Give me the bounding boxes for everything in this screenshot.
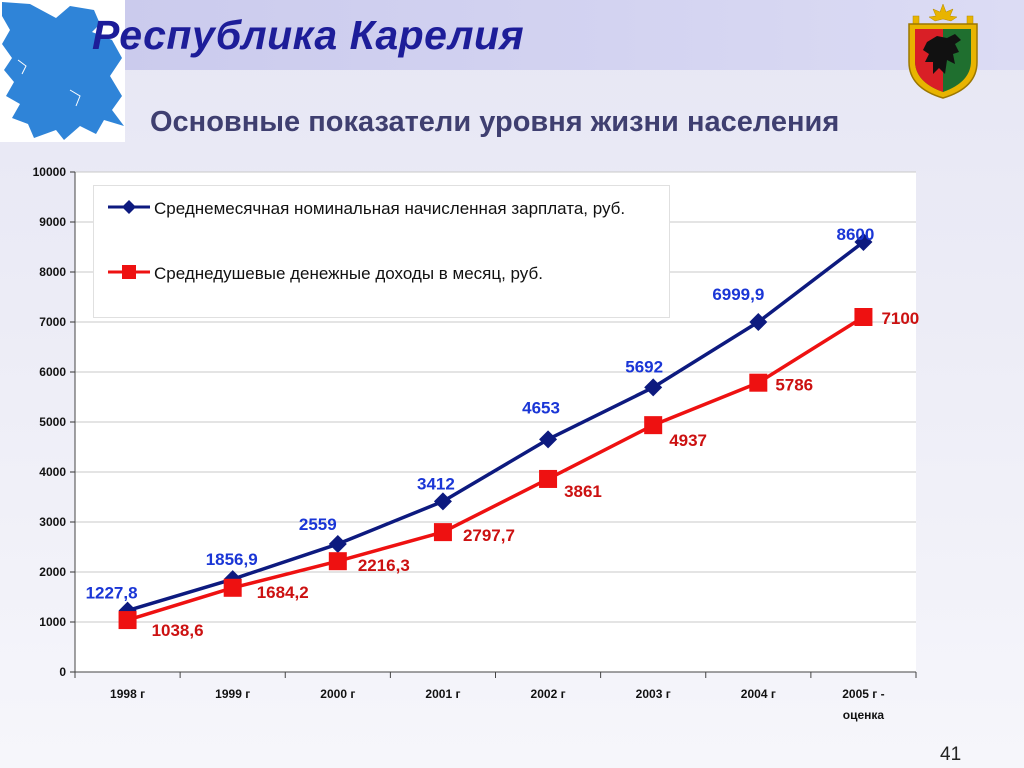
income-point (223, 578, 242, 597)
map-panel (0, 0, 125, 142)
x-tick-label: 2004 г (741, 687, 776, 701)
wage-line (127, 240, 865, 613)
wage-point (854, 233, 873, 251)
y-tick-label: 6000 (39, 365, 66, 379)
wage-data-label: 8600 (837, 225, 875, 244)
chart-subtitle: Основные показатели уровня жизни населен… (150, 106, 840, 138)
wage-data-label: 5692 (625, 357, 663, 376)
x-tick-label: 2000 г (320, 687, 355, 701)
income-data-label: 1038,6 (152, 621, 204, 640)
y-tick-label: 0 (59, 665, 66, 679)
income-data-label: 3861 (564, 482, 602, 501)
x-tick-label: 1998 г (110, 687, 145, 701)
header-band (0, 0, 1024, 70)
income-point (644, 416, 663, 435)
y-tick-label: 9000 (39, 215, 66, 229)
income-data-label: 4937 (669, 431, 707, 450)
wage-data-label: 6999,9 (712, 285, 764, 304)
karelia-map-icon (2, 2, 124, 140)
income-point (854, 308, 873, 326)
y-tick-label: 4000 (39, 465, 66, 479)
x-tick-label: 2003 г (636, 687, 671, 701)
y-tick-label: 5000 (39, 415, 66, 429)
coat-of-arms (903, 2, 983, 100)
wage-point (328, 535, 347, 554)
income-point (433, 523, 452, 542)
legend-label-wage: Среднемесячная номинальная начисленная з… (154, 199, 626, 218)
diamond-marker-icon (108, 200, 150, 214)
income-data-label: 1684,2 (257, 583, 309, 602)
wage-point (644, 378, 663, 397)
wage-data-label: 3412 (417, 474, 455, 493)
karelia-coat-of-arms-icon (908, 3, 978, 99)
income-line (127, 315, 865, 622)
wage-point (749, 313, 768, 332)
legend-item-wage: Среднемесячная номинальная начисленная з… (108, 196, 669, 221)
chart-legend: Среднемесячная номинальная начисленная з… (93, 185, 670, 318)
x-tick-label: 1999 г (215, 687, 250, 701)
x-tick-label: 2005 г -оценка (842, 687, 884, 722)
wage-data-label: 4653 (522, 398, 560, 417)
wage-data-label: 1227,8 (86, 584, 138, 603)
wage-data-label: 1856,9 (206, 550, 258, 569)
wage-point (539, 430, 558, 449)
page-number: 41 (940, 744, 962, 765)
income-data-label: 2216,3 (358, 556, 410, 575)
income-point (118, 611, 137, 630)
y-tick-label: 1000 (39, 615, 66, 629)
y-tick-label: 7000 (39, 315, 66, 329)
square-marker-icon (108, 265, 150, 279)
page-title: Республика Карелия (92, 12, 525, 58)
y-tick-label: 3000 (39, 515, 66, 529)
income-data-label: 5786 (775, 376, 813, 395)
legend-item-income: Среднедушевые денежные доходы в месяц, р… (108, 261, 669, 286)
x-tick-label: 2002 г (531, 687, 566, 701)
income-point (749, 373, 768, 392)
legend-label-income: Среднедушевые денежные доходы в месяц, р… (154, 264, 543, 283)
y-tick-label: 8000 (39, 265, 66, 279)
y-tick-label: 2000 (39, 565, 66, 579)
y-tick-label: 10000 (33, 165, 67, 179)
income-data-label: 2797,7 (463, 526, 515, 545)
wage-point (433, 492, 452, 511)
wage-data-label: 2559 (299, 515, 337, 534)
income-data-label: 7100 (881, 309, 919, 328)
income-point (328, 552, 347, 571)
income-point (539, 469, 558, 488)
x-tick-label: 2001 г (425, 687, 460, 701)
